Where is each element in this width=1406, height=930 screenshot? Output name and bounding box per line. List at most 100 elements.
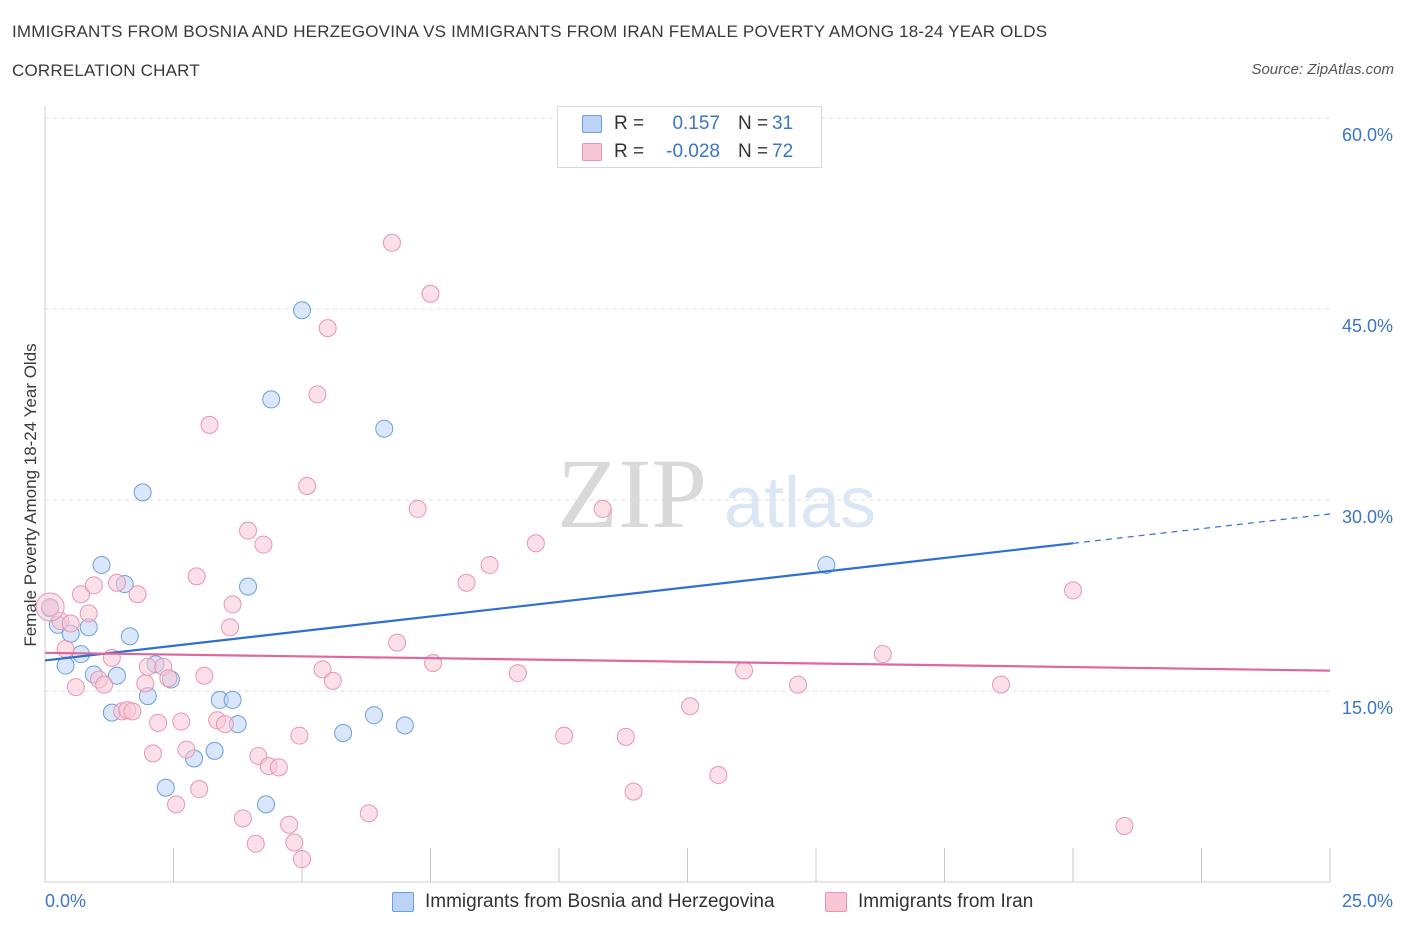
point-iran bbox=[285, 833, 304, 852]
point-bosnia bbox=[205, 741, 224, 760]
point-iran bbox=[359, 804, 378, 823]
legend-r-label: R = bbox=[614, 141, 645, 162]
bottom-legend-swatch-blue bbox=[392, 892, 414, 912]
point-iran bbox=[789, 675, 808, 694]
point-bosnia bbox=[133, 483, 152, 502]
point-iran bbox=[41, 597, 60, 616]
point-bosnia bbox=[223, 690, 242, 709]
point-bosnia bbox=[262, 390, 281, 409]
watermark-zip: ZIP bbox=[557, 438, 707, 549]
point-iran bbox=[200, 415, 219, 434]
point-iran bbox=[681, 697, 700, 716]
point-iran bbox=[56, 639, 75, 658]
point-iran bbox=[313, 660, 332, 679]
point-bosnia bbox=[257, 795, 276, 814]
y-tick-label: 60.0% bbox=[1342, 125, 1393, 145]
point-bosnia bbox=[107, 666, 126, 685]
point-iran bbox=[323, 671, 342, 690]
point-bosnia bbox=[817, 555, 836, 574]
point-iran bbox=[709, 766, 728, 785]
point-iran-large bbox=[35, 592, 65, 622]
point-iran bbox=[187, 567, 206, 586]
point-iran bbox=[177, 740, 196, 759]
bottom-legend-bosnia: Immigrants from Bosnia and Herzegovina bbox=[392, 889, 775, 915]
point-iran bbox=[593, 499, 612, 518]
point-iran bbox=[79, 604, 98, 623]
point-iran bbox=[167, 795, 186, 814]
y-tick-label: 45.0% bbox=[1342, 316, 1393, 336]
legend-row-bosnia: R = 0.157 N = 31 bbox=[582, 111, 793, 137]
point-iran bbox=[128, 585, 147, 604]
legend-swatch-pink bbox=[582, 143, 602, 161]
trend-line-bosnia bbox=[44, 542, 1074, 662]
point-iran bbox=[143, 744, 162, 763]
legend-n-value: 31 bbox=[772, 113, 794, 134]
point-bosnia bbox=[120, 627, 139, 646]
point-iran bbox=[735, 661, 754, 680]
point-iran bbox=[1064, 581, 1082, 600]
point-iran bbox=[298, 476, 317, 495]
point-iran bbox=[308, 385, 327, 404]
point-iran bbox=[421, 284, 440, 303]
point-iran bbox=[138, 657, 157, 676]
point-iran bbox=[873, 645, 892, 664]
point-iran bbox=[624, 782, 643, 801]
point-iran bbox=[382, 233, 401, 252]
point-iran bbox=[172, 712, 191, 731]
point-iran bbox=[84, 576, 103, 595]
point-iran bbox=[388, 633, 407, 652]
point-bosnia bbox=[92, 555, 111, 574]
point-iran bbox=[159, 669, 178, 688]
y-tick-label: 30.0% bbox=[1342, 507, 1393, 527]
x-tick-label-min: 0.0% bbox=[45, 891, 86, 911]
point-bosnia bbox=[375, 419, 394, 438]
series-iran-points bbox=[35, 233, 1134, 869]
correlation-legend: R = 0.157 N = 31 R = -0.028 N = 72 bbox=[557, 106, 822, 168]
chart-title: IMMIGRANTS FROM BOSNIA AND HERZEGOVINA V… bbox=[12, 22, 1048, 41]
point-iran bbox=[221, 618, 240, 637]
point-bosnia bbox=[239, 577, 258, 596]
trend-lines bbox=[44, 513, 1331, 672]
watermark: ZIP atlas bbox=[557, 438, 876, 549]
trend-line-bosnia-extension bbox=[1072, 513, 1331, 544]
point-iran bbox=[61, 614, 80, 633]
point-iran bbox=[215, 715, 234, 734]
point-iran bbox=[616, 727, 635, 746]
axes bbox=[44, 106, 1331, 883]
legend-swatch-blue bbox=[582, 115, 602, 133]
point-iran bbox=[480, 555, 499, 574]
watermark-atlas: atlas bbox=[724, 463, 876, 543]
bottom-legend-label: Immigrants from Iran bbox=[858, 891, 1034, 912]
bottom-legend-iran: Immigrants from Iran bbox=[825, 889, 1033, 915]
point-iran bbox=[254, 535, 273, 554]
legend-r-label: R = bbox=[614, 113, 645, 134]
point-iran bbox=[246, 834, 265, 853]
point-iran bbox=[457, 573, 476, 592]
legend-n-label: N = bbox=[738, 113, 769, 134]
point-iran bbox=[95, 675, 114, 694]
legend-row-iran: R = -0.028 N = 72 bbox=[582, 139, 793, 165]
point-bosnia bbox=[156, 778, 175, 797]
point-iran bbox=[233, 809, 252, 828]
point-bosnia bbox=[293, 301, 311, 320]
tick-labels: 15.0% 30.0% 45.0% 60.0% 0.0% 25.0% bbox=[45, 125, 1393, 911]
point-bosnia bbox=[364, 706, 383, 725]
point-iran bbox=[149, 713, 168, 732]
bottom-legend-label: Immigrants from Bosnia and Herzegovina bbox=[425, 891, 775, 912]
point-iran bbox=[71, 585, 90, 604]
y-tick-label: 15.0% bbox=[1342, 698, 1393, 718]
point-iran bbox=[136, 674, 155, 693]
point-iran bbox=[290, 726, 309, 745]
point-iran bbox=[555, 726, 574, 745]
bottom-legend-swatch-pink bbox=[825, 892, 847, 912]
point-iran bbox=[123, 702, 142, 721]
point-bosnia bbox=[395, 716, 414, 735]
legend-r-value: 0.157 bbox=[672, 113, 720, 134]
point-iran bbox=[992, 675, 1011, 694]
legend-r-value: -0.028 bbox=[666, 141, 720, 162]
point-iran bbox=[280, 815, 299, 834]
point-iran bbox=[223, 595, 242, 614]
point-iran bbox=[526, 534, 545, 553]
point-iran bbox=[195, 666, 214, 685]
